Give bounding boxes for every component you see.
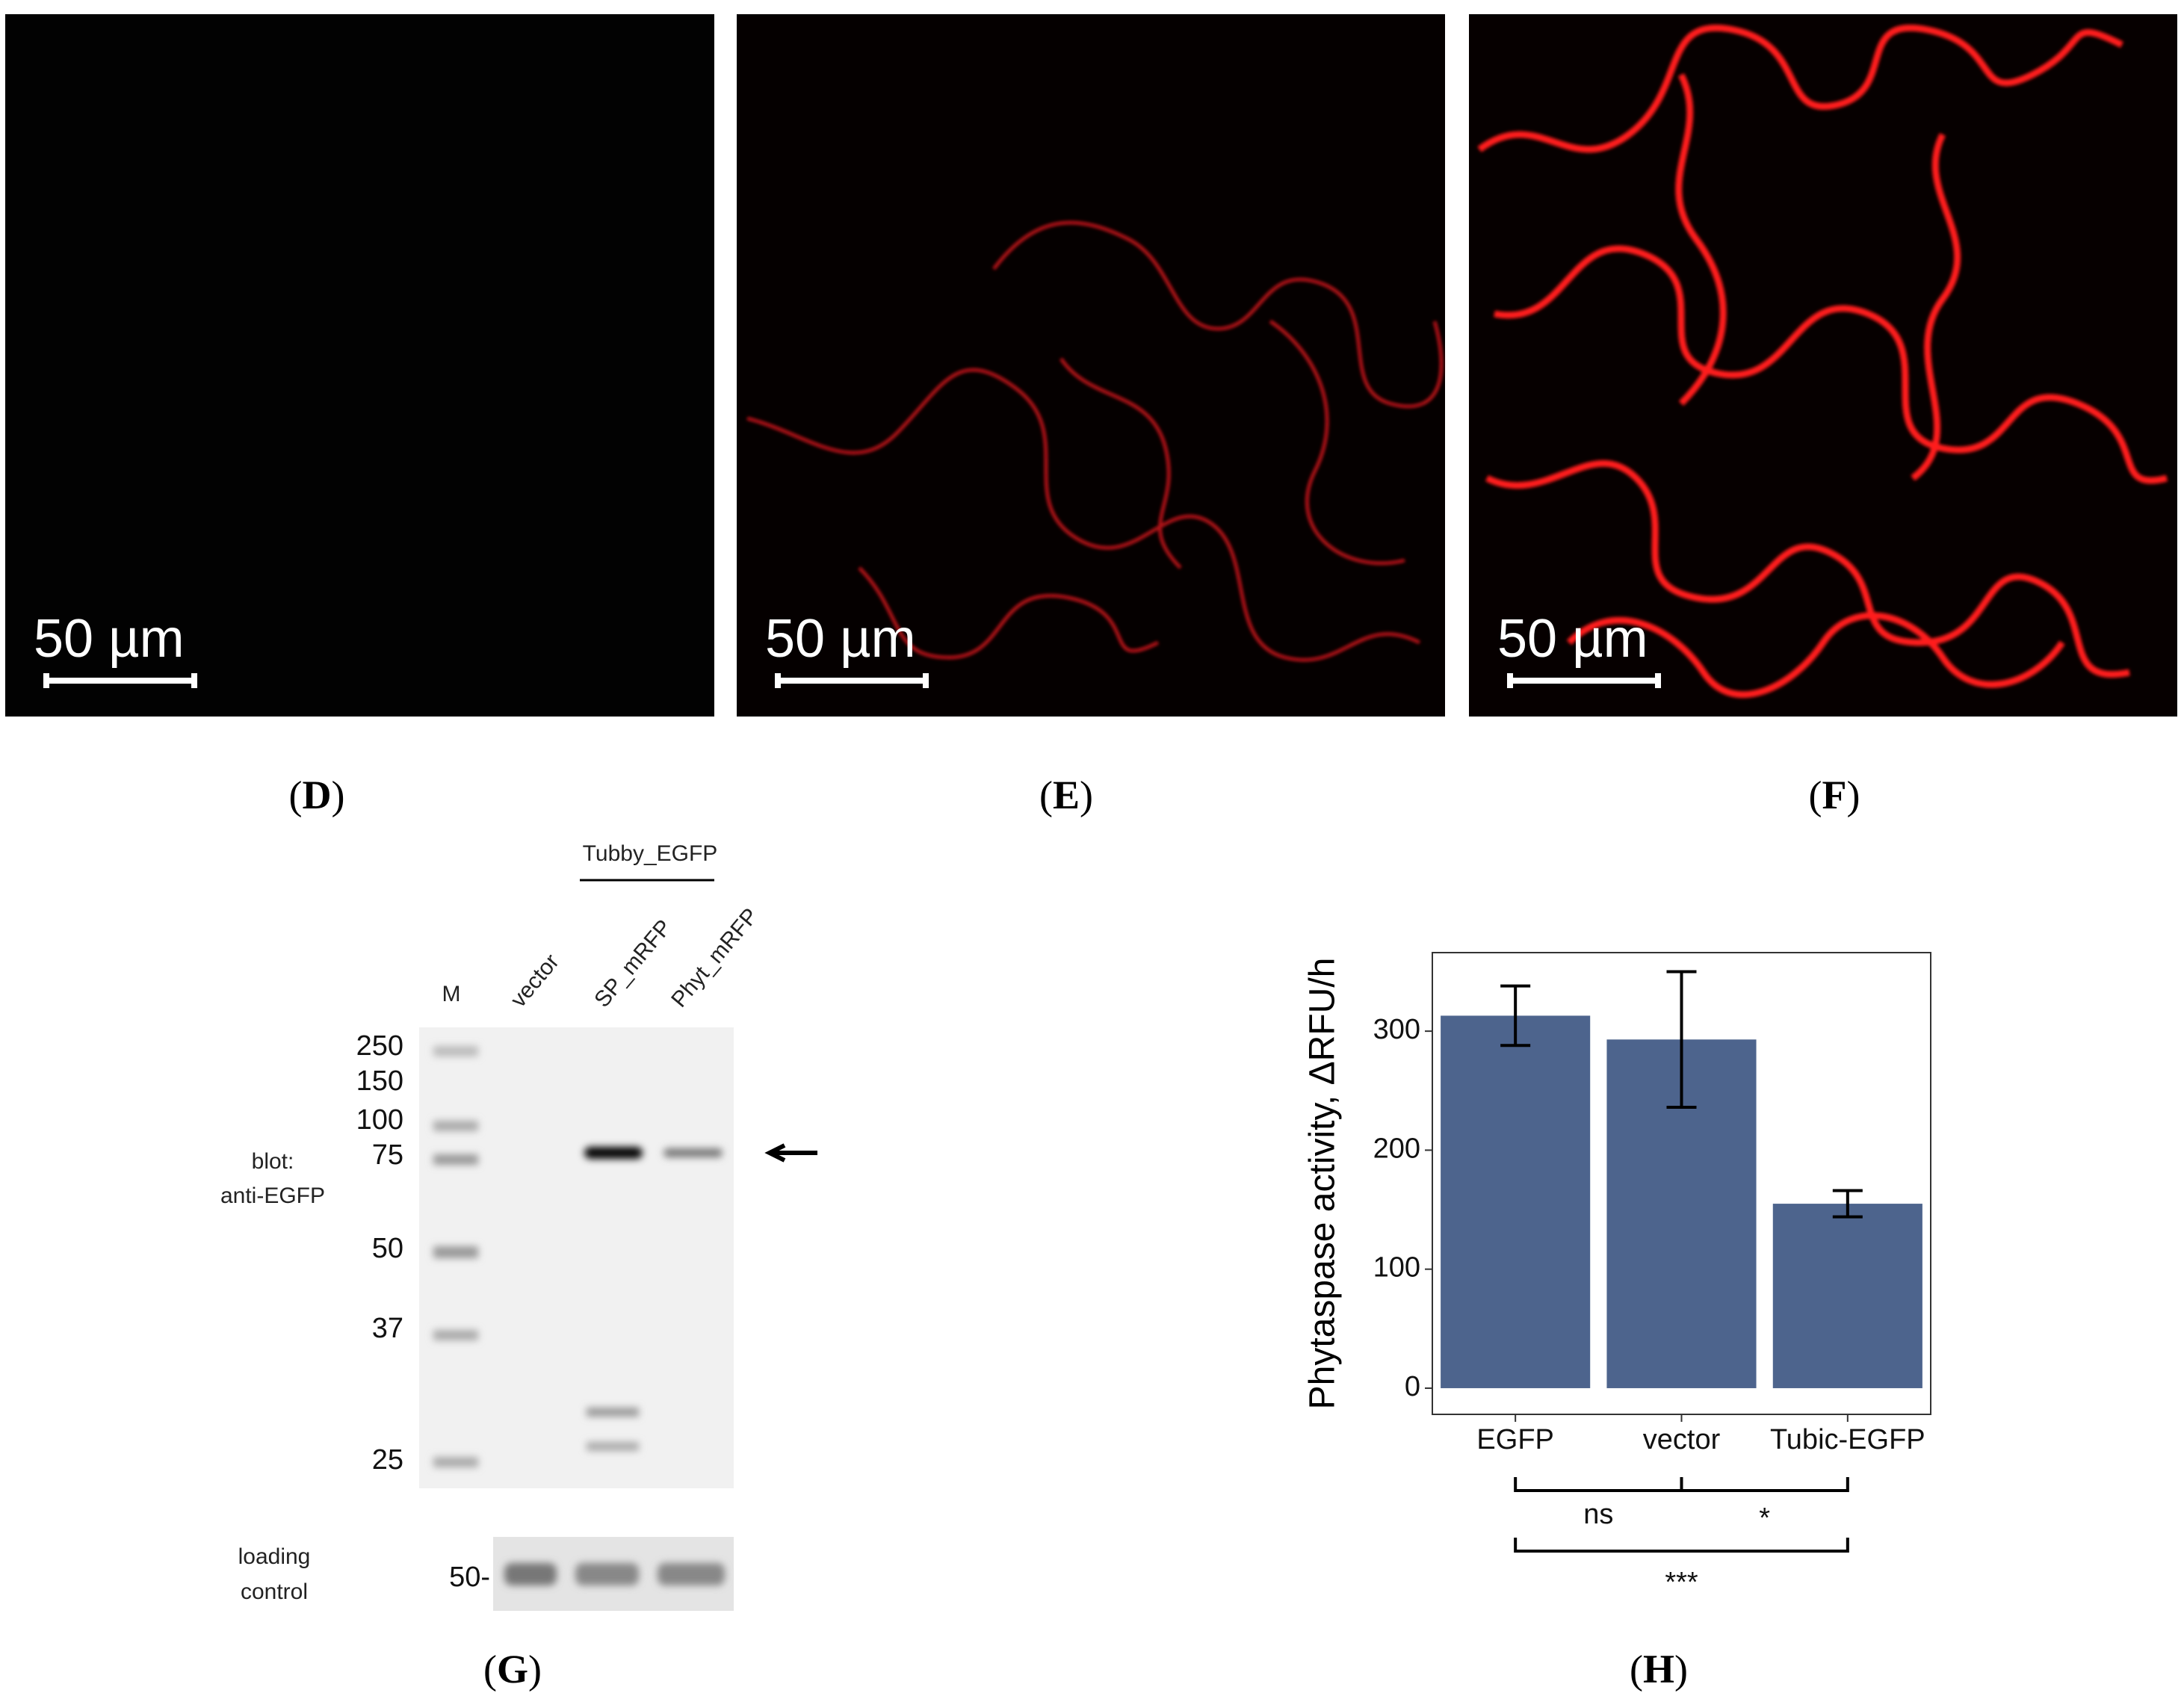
panel-letter: F (1822, 773, 1847, 817)
significance-label: * (1759, 1503, 1770, 1534)
panel-letter: E (1053, 773, 1080, 817)
error-bar (1666, 970, 1697, 1110)
cell-walls (746, 220, 1444, 662)
marker-label: 37 (372, 1313, 403, 1344)
panel-label: (F) (1809, 773, 1860, 817)
wall (746, 368, 1421, 662)
scale-bar-label: 50 µm (34, 609, 185, 669)
panel-letter: G (497, 1647, 528, 1692)
marker-label: 250 (356, 1030, 403, 1062)
marker-label: 100 (356, 1104, 403, 1136)
panel-label: (E) (1039, 773, 1093, 817)
significance-bracket (1680, 1477, 1849, 1492)
arrow (764, 1143, 817, 1163)
error-bar (1832, 1189, 1863, 1219)
wall (1911, 132, 1961, 481)
loading-label: loading (238, 1544, 311, 1569)
ladder (433, 1457, 478, 1467)
wall (1494, 245, 2168, 484)
band (587, 1442, 639, 1451)
significance-label: ns (1583, 1499, 1613, 1530)
panel-label: (G) (483, 1647, 542, 1692)
wall (1059, 357, 1182, 569)
significance-bracket (1514, 1538, 1849, 1553)
wall (1566, 612, 2065, 699)
y-tick-label: 100 (1373, 1252, 1420, 1284)
panel-letter: H (1643, 1647, 1674, 1692)
significance-label: *** (1665, 1567, 1698, 1598)
wall (1675, 72, 1727, 406)
band (587, 1408, 639, 1417)
blot-label: blot: (252, 1149, 294, 1174)
image (737, 14, 1445, 717)
band (504, 1563, 557, 1585)
marker-label: 75 (372, 1139, 403, 1171)
wall (1477, 25, 2124, 153)
scale-bar (43, 673, 197, 688)
x-tick-label: Tubic-EGFP (1770, 1424, 1925, 1455)
bar (1441, 1015, 1591, 1388)
micro-e (737, 14, 1445, 717)
wall (858, 566, 1160, 660)
error-bar (1500, 984, 1531, 1048)
ladder (433, 1154, 478, 1165)
panel-label: (H) (1630, 1647, 1688, 1692)
group-label: Tubby_EGFP (583, 841, 718, 866)
y-axis-title: Phytaspase activity, ΔRFU/h (1303, 958, 1343, 1410)
wall (1269, 319, 1405, 566)
image (5, 14, 714, 717)
panel-label: (D) (289, 773, 345, 817)
micro-d (5, 14, 714, 717)
ladder (433, 1330, 478, 1340)
scale-bar-label: 50 µm (765, 609, 916, 669)
marker-label: 150 (356, 1065, 403, 1097)
cell-walls (1477, 25, 2168, 699)
scale-bar (1507, 673, 1661, 688)
ladder (433, 1046, 478, 1056)
y-tick-label: 200 (1373, 1133, 1420, 1164)
y-tick-label: 300 (1373, 1014, 1420, 1045)
micro-f (1469, 14, 2177, 717)
ladder (433, 1121, 478, 1131)
loading-marker: 50- (449, 1562, 490, 1593)
band (584, 1147, 643, 1159)
blot-label: anti-EGFP (220, 1183, 325, 1208)
wall (1485, 459, 2130, 678)
band (658, 1563, 725, 1585)
band (663, 1148, 723, 1157)
ladder (433, 1246, 478, 1258)
scale-bar-label: 50 µm (1497, 609, 1648, 669)
wall (992, 220, 1444, 409)
marker-label: 50 (372, 1233, 403, 1264)
scale-bar (775, 673, 929, 688)
band (575, 1563, 639, 1585)
x-tick-label: EGFP (1476, 1424, 1553, 1455)
marker-label: 25 (372, 1444, 403, 1476)
lane-label: M (442, 982, 461, 1006)
blot (419, 879, 817, 1611)
loading-label: control (241, 1579, 308, 1604)
x-tick-label: vector (1643, 1424, 1721, 1455)
y-tick-label: 0 (1405, 1371, 1420, 1402)
panel-letter: D (303, 773, 332, 817)
bar (1772, 1204, 1922, 1388)
bands (433, 1046, 725, 1585)
